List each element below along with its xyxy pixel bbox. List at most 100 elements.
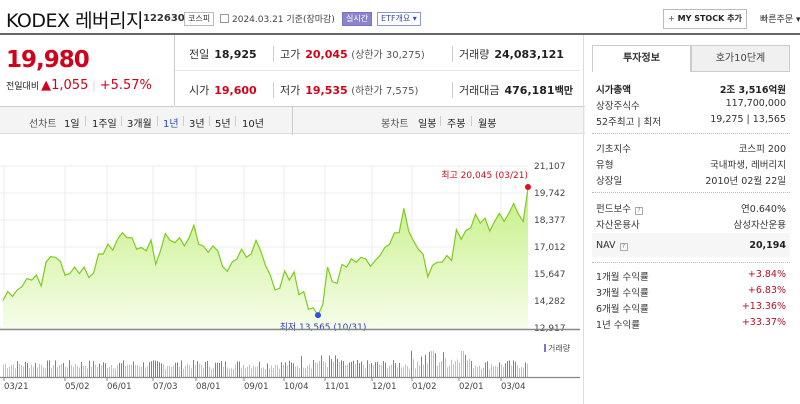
volume-bar xyxy=(73,366,74,377)
volume-bar xyxy=(9,366,10,377)
volume-bar xyxy=(491,364,492,377)
calendar-icon xyxy=(220,14,229,23)
volume-bar xyxy=(81,362,82,377)
tab-investment-info[interactable]: 투자정보 xyxy=(592,45,691,72)
volume-bar xyxy=(363,365,364,377)
volume-bar xyxy=(501,364,502,377)
etf-summary-dropdown[interactable]: ETF개요 ▾ xyxy=(377,12,421,26)
volume-bar xyxy=(443,352,444,377)
candle-chart-label: 봉차트 xyxy=(381,119,409,130)
tab-order-book[interactable]: 호가10단계 xyxy=(691,45,790,72)
x-tick-label: 01/02 xyxy=(412,382,437,392)
my-stock-label: MY STOCK 추가 xyxy=(677,14,742,23)
volume-bar xyxy=(215,362,216,377)
quick-order-dropdown[interactable]: 빠른주문 ▾ xyxy=(760,15,800,25)
volume-bar xyxy=(3,364,4,377)
volume-bar xyxy=(289,360,290,377)
volume-bar xyxy=(269,368,270,377)
volume-bar xyxy=(507,361,508,377)
volume-bar xyxy=(163,364,164,377)
volume-bar xyxy=(227,367,228,377)
volume-bar xyxy=(223,366,224,377)
volume-bar xyxy=(461,351,462,377)
plus-icon: + xyxy=(668,14,675,23)
period-1y[interactable]: 1년 xyxy=(163,119,179,130)
volume-bar xyxy=(75,364,76,377)
volume-bar xyxy=(401,367,402,377)
prev-close: 전일 18,925 xyxy=(189,48,257,61)
volume-bar xyxy=(483,367,484,377)
volume-bar xyxy=(497,366,498,377)
candle-monthly[interactable]: 월봉 xyxy=(478,119,497,130)
volume-bar xyxy=(397,367,398,377)
realtime-button[interactable]: 실시간 xyxy=(342,12,373,26)
volume-bar xyxy=(349,362,350,377)
volume-bar xyxy=(357,360,358,377)
volume-bar xyxy=(391,364,392,377)
volume-bar xyxy=(295,366,296,377)
volume-bar xyxy=(115,368,116,377)
volume-bar xyxy=(177,362,178,377)
period-5y[interactable]: 5년 xyxy=(215,119,231,130)
volume: 거래량 24,083,121 xyxy=(452,46,564,62)
volume-bar xyxy=(285,362,286,377)
volume-bar xyxy=(161,363,162,377)
volume-bar xyxy=(453,364,454,377)
period-3m[interactable]: 3개월 xyxy=(127,119,152,130)
help-icon[interactable]: ? xyxy=(619,243,628,251)
volume-bar xyxy=(271,365,272,377)
x-tick-label: 07/03 xyxy=(153,382,178,392)
volume-bar xyxy=(41,364,42,377)
volume-bar xyxy=(123,360,124,377)
low-label: 최저 13,565 (10/31) xyxy=(280,322,367,333)
volume-bar xyxy=(221,361,222,377)
x-tick-label: 03/04 xyxy=(501,382,526,392)
volume-bar xyxy=(417,361,418,377)
volume-bar xyxy=(429,351,430,377)
volume-bar xyxy=(307,366,308,377)
volume-legend-swatch xyxy=(544,344,546,352)
volume-bar xyxy=(95,364,96,377)
volume-bar xyxy=(451,359,452,377)
add-my-stock-button[interactable]: + MY STOCK 추가 xyxy=(663,9,747,29)
change-value: 1,055 xyxy=(51,78,89,93)
candle-weekly[interactable]: 주봉 xyxy=(447,119,466,130)
period-1w[interactable]: 1주일 xyxy=(92,119,117,130)
period-10y[interactable]: 10년 xyxy=(242,119,264,130)
volume-bar xyxy=(179,366,180,377)
candle-daily[interactable]: 일봉 xyxy=(418,119,437,130)
volume-bar xyxy=(7,367,8,377)
volume-bar xyxy=(139,366,140,377)
volume-bar xyxy=(101,365,102,377)
volume-bar xyxy=(421,356,422,377)
volume-bar xyxy=(53,365,54,377)
volume-bar xyxy=(505,363,506,377)
volume-bar xyxy=(447,367,448,377)
volume-bar xyxy=(65,366,66,377)
volume-bar xyxy=(93,361,94,377)
market-badge: 코스피 xyxy=(184,12,215,26)
volume-bar xyxy=(25,361,26,377)
price-chart[interactable]: 21,10719,74218,37717,01215,64714,28212,9… xyxy=(0,140,580,404)
period-1d[interactable]: 1일 xyxy=(64,119,80,130)
volume-bar xyxy=(59,365,60,377)
volume-bar xyxy=(213,367,214,377)
volume-bar xyxy=(395,363,396,377)
help-icon[interactable]: ? xyxy=(634,207,643,215)
volume-bar xyxy=(515,361,516,377)
period-3y[interactable]: 3년 xyxy=(189,119,205,130)
volume-bar xyxy=(405,364,406,377)
volume-bar xyxy=(251,368,252,377)
volume-bar xyxy=(141,366,142,377)
volume-bar xyxy=(257,366,258,377)
volume-bar xyxy=(351,361,352,377)
volume-bar xyxy=(55,360,56,377)
volume-bar xyxy=(13,364,14,377)
volume-bar xyxy=(275,364,276,377)
volume-bar xyxy=(69,360,70,377)
volume-bar xyxy=(323,361,324,377)
volume-bar xyxy=(311,368,312,377)
volume-bar xyxy=(487,361,488,377)
volume-bar xyxy=(245,368,246,377)
volume-bar xyxy=(413,359,414,377)
